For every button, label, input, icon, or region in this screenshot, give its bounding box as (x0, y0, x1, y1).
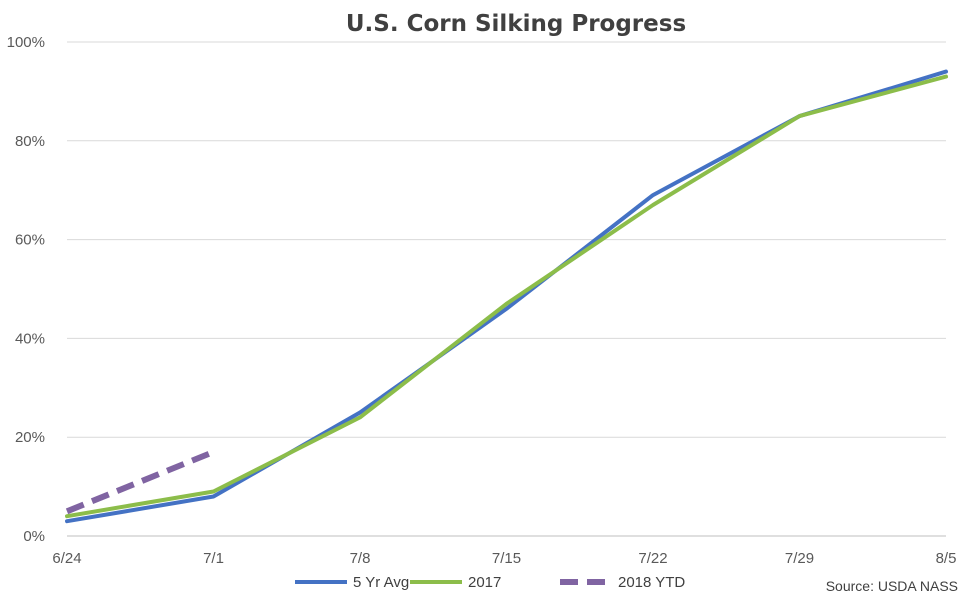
x-tick-label: 6/24 (52, 550, 81, 567)
legend-label: 2017 (468, 574, 501, 591)
chart-title: U.S. Corn Silking Progress (346, 11, 686, 37)
x-tick-label: 7/22 (638, 550, 667, 567)
y-tick-label: 0% (23, 528, 45, 545)
x-tick-label: 8/5 (936, 550, 957, 567)
series-line-1 (65, 74, 948, 519)
legend: 5 Yr Avg 2017 2018 YTD (295, 574, 685, 591)
gridlines (67, 41, 946, 537)
legend-label: 5 Yr Avg (353, 574, 409, 591)
x-tick-label: 7/8 (350, 550, 371, 567)
series-line-0 (65, 69, 948, 524)
y-tick-label: 100% (7, 34, 45, 51)
y-tick-label: 60% (15, 232, 45, 249)
legend-label: 2018 YTD (618, 574, 685, 591)
source-note: Source: USDA NASS (826, 578, 958, 594)
y-axis-ticks: 0% 20% 40% 60% 80% 100% (7, 34, 45, 545)
x-axis-ticks: 6/24 7/1 7/8 7/15 7/22 7/29 8/5 (52, 550, 956, 567)
y-tick-label: 40% (15, 330, 45, 347)
x-tick-label: 7/15 (492, 550, 521, 567)
x-tick-label: 7/1 (203, 550, 224, 567)
y-tick-label: 80% (15, 133, 45, 150)
x-tick-label: 7/29 (785, 550, 814, 567)
series-lines (65, 69, 948, 524)
y-tick-label: 20% (15, 429, 45, 446)
